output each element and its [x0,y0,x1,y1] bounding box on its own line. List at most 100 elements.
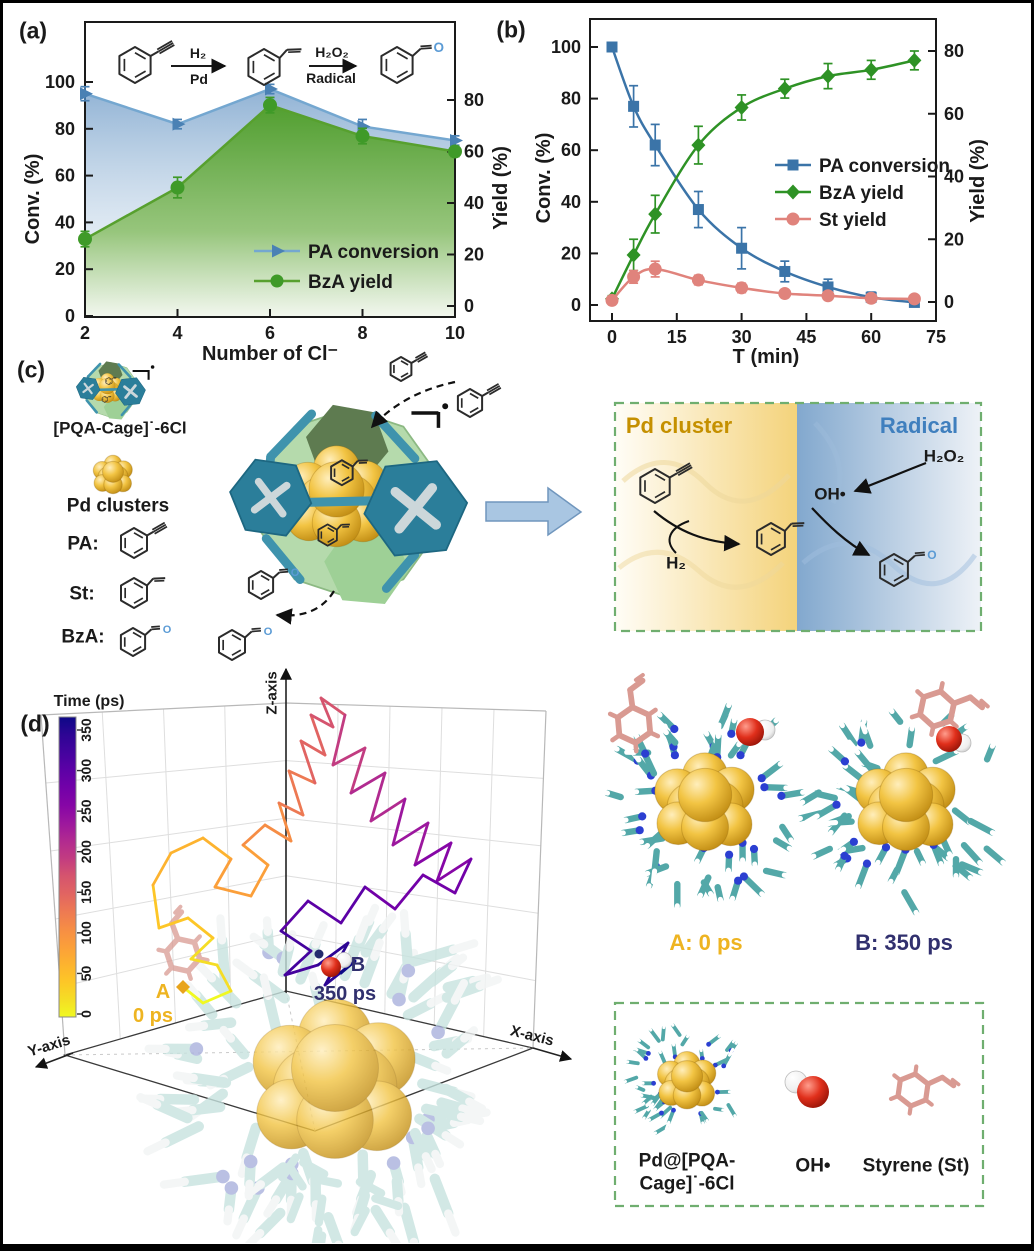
legend-cage-render [618,1018,741,1138]
panel-c-label: (c) [16,356,46,383]
svg-text:O: O [433,40,444,55]
bza-leaving-1: O [247,567,300,600]
pqa-cage-graphic [75,361,146,420]
d-point-b-time: 350 ps [313,983,377,1005]
svg-text:0: 0 [944,292,954,312]
snapshot-b-render [786,703,1015,927]
svg-text:50: 50 [78,965,94,981]
svg-text:O: O [927,548,936,562]
pa-key-structure [120,521,168,559]
svg-text:40: 40 [464,193,484,213]
svg-text:20: 20 [464,245,484,265]
svg-text:O: O [264,626,273,638]
point-a-marker [176,980,190,994]
svg-text:0: 0 [464,296,474,316]
bottom-legend-box [613,1001,985,1208]
svg-text:60: 60 [861,327,881,347]
svg-text:20: 20 [944,229,964,249]
snapshot-b-label: B: 350 ps [855,930,953,955]
svg-text:100: 100 [78,921,94,945]
b-yaxis-right-title: Yield (%) [967,139,989,223]
legend-oh-label: OH• [795,1155,831,1177]
mechanism-box: O [613,401,983,633]
pd-cluster [252,998,416,1159]
chart-b: 0 15 30 45 60 75 0 20 40 60 80 100 0 20 40 60 80 PA conve… [551,18,964,347]
svg-text:O: O [163,624,172,636]
box-h2-label: H₂ [666,553,686,573]
panel-c-diagram: O O O O [75,351,983,661]
d-point-a-time: 0 ps [132,1005,174,1027]
bza-key-structure: O [119,624,172,657]
svg-text:PA conversion: PA conversion [308,242,439,263]
svg-text:80: 80 [561,89,581,109]
panel-d-label: (d) [20,710,50,737]
styrene-molecule [888,1064,961,1116]
bza-leaving-2: O [218,626,273,661]
svg-text:0: 0 [65,306,75,326]
svg-text:0: 0 [78,1010,94,1018]
svg-text:30: 30 [732,327,752,347]
benzene-ring [317,523,350,547]
svg-text:60: 60 [464,142,484,162]
a-xaxis-title: Number of Cl⁻ [201,343,339,365]
b-xaxis-title: T (min) [732,346,800,368]
pa-entering-2 [456,383,502,418]
phenylacetylene-structure [118,40,175,84]
svg-text:O: O [291,567,300,579]
svg-text:75: 75 [926,327,946,347]
box-bza-structure: O [879,548,937,587]
styrene-structure [247,48,302,86]
scheme-h2o2-label: H₂O₂ [315,44,349,60]
svg-text:350: 350 [78,718,94,742]
time-colorbar: 0 50 100 150 200 250 300 350 [58,716,94,1018]
d-point-a-label: A [155,981,171,1003]
svg-text:150: 150 [78,880,94,904]
benzaldehyde-structure: O [380,40,444,84]
svg-text:BzA yield: BzA yield [819,183,904,204]
pd-cluster-zone-title: Pd cluster [625,413,733,438]
styrene-molecule [909,681,990,737]
svg-text:2: 2 [80,323,90,343]
panel-a-label: (a) [18,17,48,44]
a-yaxis-left-title: Conv. (%) [22,153,44,245]
b-yaxis-left-title: Conv. (%) [533,132,555,224]
box-pa-structure [639,462,693,504]
a-yaxis-right-title: Yield (%) [490,146,512,230]
svg-text:BzA yield: BzA yield [308,272,393,293]
d-point-b-label: B [350,954,366,976]
svg-text:100: 100 [551,37,581,57]
svg-text:250: 250 [78,799,94,823]
radical-symbol [132,365,155,380]
benzene-ring [330,459,368,487]
svg-text:60: 60 [561,140,581,160]
bza-key-label: BzA: [61,626,105,648]
benzene-ring [105,377,117,386]
snapshot-a-render [597,696,817,921]
scheme-pd-label: Pd [190,71,208,87]
svg-text:80: 80 [944,41,964,61]
legend-styrene-label: Styrene (St) [862,1155,970,1177]
pa-entering-1 [389,351,429,382]
mechanism-arrow [485,486,583,537]
benzene-ring [101,395,112,403]
svg-text:20: 20 [55,259,75,279]
svg-text:0: 0 [607,327,617,347]
x-cross-icon [390,483,441,534]
cage-legend-label: [PQA-Cage]˙-6Cl [53,418,187,438]
point-b-marker [314,949,352,977]
radical-symbol [411,403,449,428]
box-h2o2-label: H₂O₂ [923,446,965,466]
svg-text:6: 6 [265,323,275,343]
svg-text:100: 100 [45,72,75,92]
st-key-structure [120,577,166,609]
pd-cluster [657,1051,717,1110]
snapshot-a-label: A: 0 ps [669,930,743,955]
scheme-h2-label: H₂ [189,45,207,61]
pd-cluster [654,752,755,851]
d-zaxis-label: Z-axis [263,671,281,715]
pd-cluster [92,454,133,495]
svg-text:0: 0 [571,295,581,315]
